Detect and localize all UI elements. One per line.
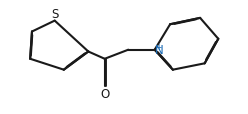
Text: +: +	[155, 43, 162, 52]
Text: S: S	[51, 8, 58, 21]
Text: O: O	[101, 87, 110, 100]
Text: N: N	[155, 44, 164, 56]
